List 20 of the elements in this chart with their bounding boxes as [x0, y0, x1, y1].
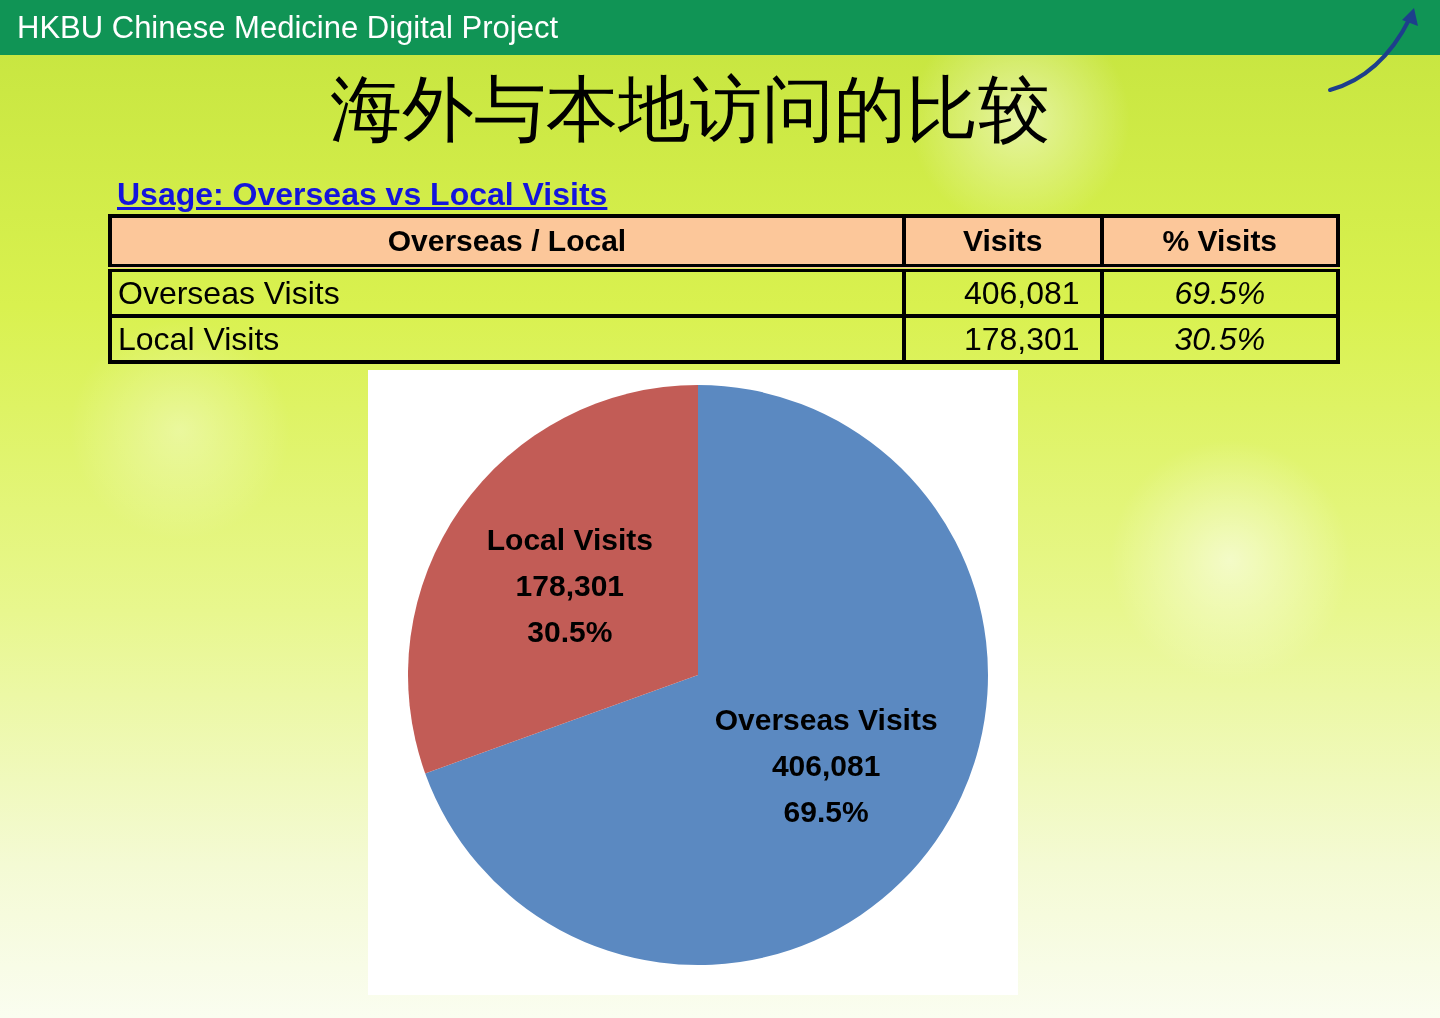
- text: 178,301: [963, 321, 1080, 357]
- text: 30.5%: [1174, 321, 1266, 357]
- slice-label: Local Visits: [486, 522, 653, 556]
- text: 69.5%: [1174, 275, 1266, 311]
- pie-slice: [425, 385, 988, 965]
- slice-label: Overseas Visits: [714, 702, 938, 736]
- chart-title: 海外与本地访问的比较: [329, 66, 1051, 153]
- text: Visits: [903, 216, 1102, 268]
- data-label: 178,301: [515, 568, 625, 602]
- text: 69.5%: [783, 794, 869, 828]
- text: % Visits: [1101, 216, 1338, 268]
- text: Overseas / Local: [110, 216, 904, 268]
- category-label: Overseas Visits: [118, 275, 340, 311]
- slice-label: Local Visits: [110, 316, 904, 362]
- pie-slice: [408, 385, 698, 774]
- data-label: 406,081: [903, 268, 1102, 316]
- chart-subtitle: Usage: Overseas vs Local Visits: [117, 176, 608, 212]
- text: 406,081: [771, 748, 881, 782]
- text: 30.5%: [527, 614, 613, 648]
- text: HKBU Chinese Medicine Digital Project: [17, 9, 559, 47]
